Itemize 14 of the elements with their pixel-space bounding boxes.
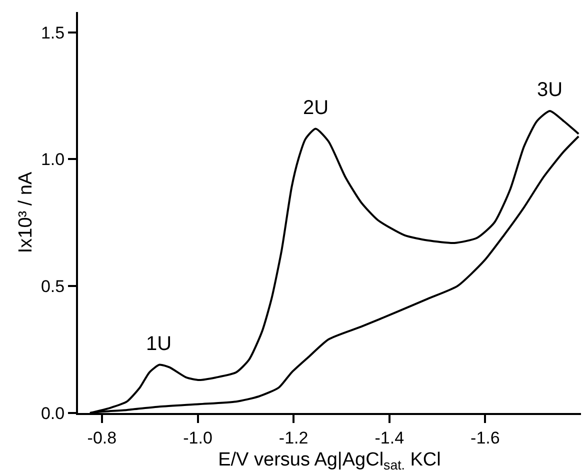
x-axis-title: E/V versus Ag|AgCl$_{sat.}$ KCl xyxy=(218,450,441,473)
annotation: 1U xyxy=(146,333,172,355)
y-tick-label: 1.0 xyxy=(40,150,65,170)
annotation: 3U xyxy=(537,79,563,101)
y-tick-label: 0.5 xyxy=(40,277,65,296)
y-tick-label: 1.5 xyxy=(40,23,65,42)
x-tick-label: -1.4 xyxy=(374,428,404,448)
annotation: 2U xyxy=(303,97,329,119)
x-tick-label: -1.2 xyxy=(278,428,308,448)
x-tick-label: -1.0 xyxy=(183,428,212,448)
y-axis-title: Ix10³ / nA xyxy=(15,172,36,254)
x-tick-label: -0.8 xyxy=(87,428,117,448)
x-tick-label: -1.6 xyxy=(470,428,500,448)
y-tick-label: 0.0 xyxy=(40,404,65,423)
